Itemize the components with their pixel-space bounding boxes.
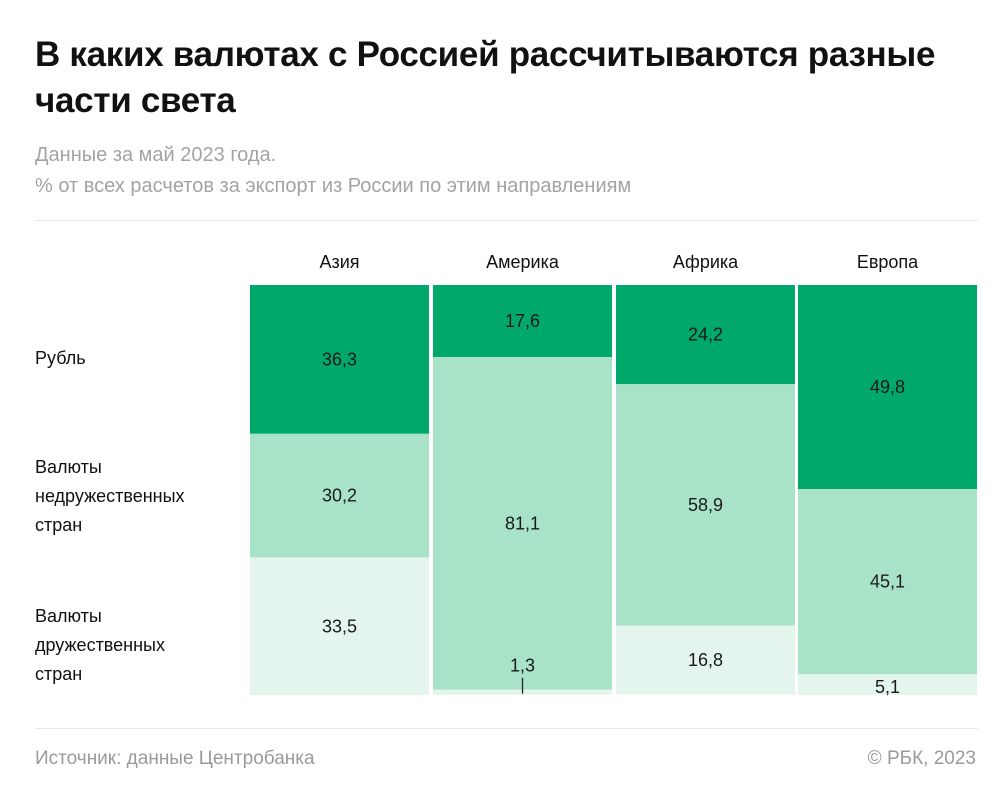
bar-segment <box>798 674 977 695</box>
data-label: 16,8 <box>688 650 723 670</box>
bar-segment <box>616 384 795 626</box>
row-label-line: Валюты <box>35 457 102 477</box>
bar-segment <box>433 285 612 358</box>
header-divider <box>35 220 978 221</box>
data-label: 1,3 <box>510 656 535 676</box>
category-label: Африка <box>673 252 739 272</box>
data-label: 45,1 <box>870 572 905 592</box>
data-label: 30,2 <box>322 486 357 506</box>
stacked-bar-chart: Азия 36,3 30,2 33,5 Америка 17,6 81,1 1,3 Африка… <box>250 252 977 697</box>
copyright: © РБК, 2023 <box>867 748 976 769</box>
bar-segment <box>798 285 977 490</box>
data-label: 36,3 <box>322 349 357 369</box>
bar-segment <box>250 433 429 558</box>
row-label-line: стран <box>35 515 83 535</box>
row-label-line: Валюты <box>35 606 102 626</box>
source-note: Источник: данные Центробанка <box>35 748 315 769</box>
data-label: 17,6 <box>505 311 540 331</box>
subtitle-line-2: % от всех расчетов за экспорт из России … <box>35 175 632 197</box>
row-label-line: недружественных <box>35 486 185 506</box>
row-label-line: дружественных <box>35 635 165 655</box>
bar-segment <box>798 489 977 675</box>
row-label-friendly: Валюты дружественных стран <box>35 602 165 689</box>
data-label: 58,9 <box>688 495 723 515</box>
data-label: 81,1 <box>505 513 540 533</box>
subtitle-line-1: Данные за май 2023 года. <box>35 144 277 166</box>
category-label: Европа <box>857 252 919 272</box>
data-label: 33,5 <box>322 616 357 636</box>
category-label: Америка <box>486 252 560 272</box>
row-label-ruble: Рубль <box>35 344 86 373</box>
data-label: 49,8 <box>870 377 905 397</box>
bar-segment <box>250 285 429 434</box>
category-label: Азия <box>319 252 359 272</box>
footer-divider <box>35 728 978 729</box>
chart-title: В каких валютах с Россией рассчитываются… <box>35 35 936 120</box>
data-label: 24,2 <box>688 325 723 345</box>
row-label-line: Рубль <box>35 348 86 368</box>
row-label-unfriendly: Валюты недружественных стран <box>35 453 185 540</box>
row-label-line: стран <box>35 664 83 684</box>
bar-segment <box>616 285 795 385</box>
bar-segment <box>616 625 795 695</box>
bar-segment <box>433 357 612 690</box>
bar-segment <box>250 557 429 695</box>
data-label: 5,1 <box>875 677 900 697</box>
